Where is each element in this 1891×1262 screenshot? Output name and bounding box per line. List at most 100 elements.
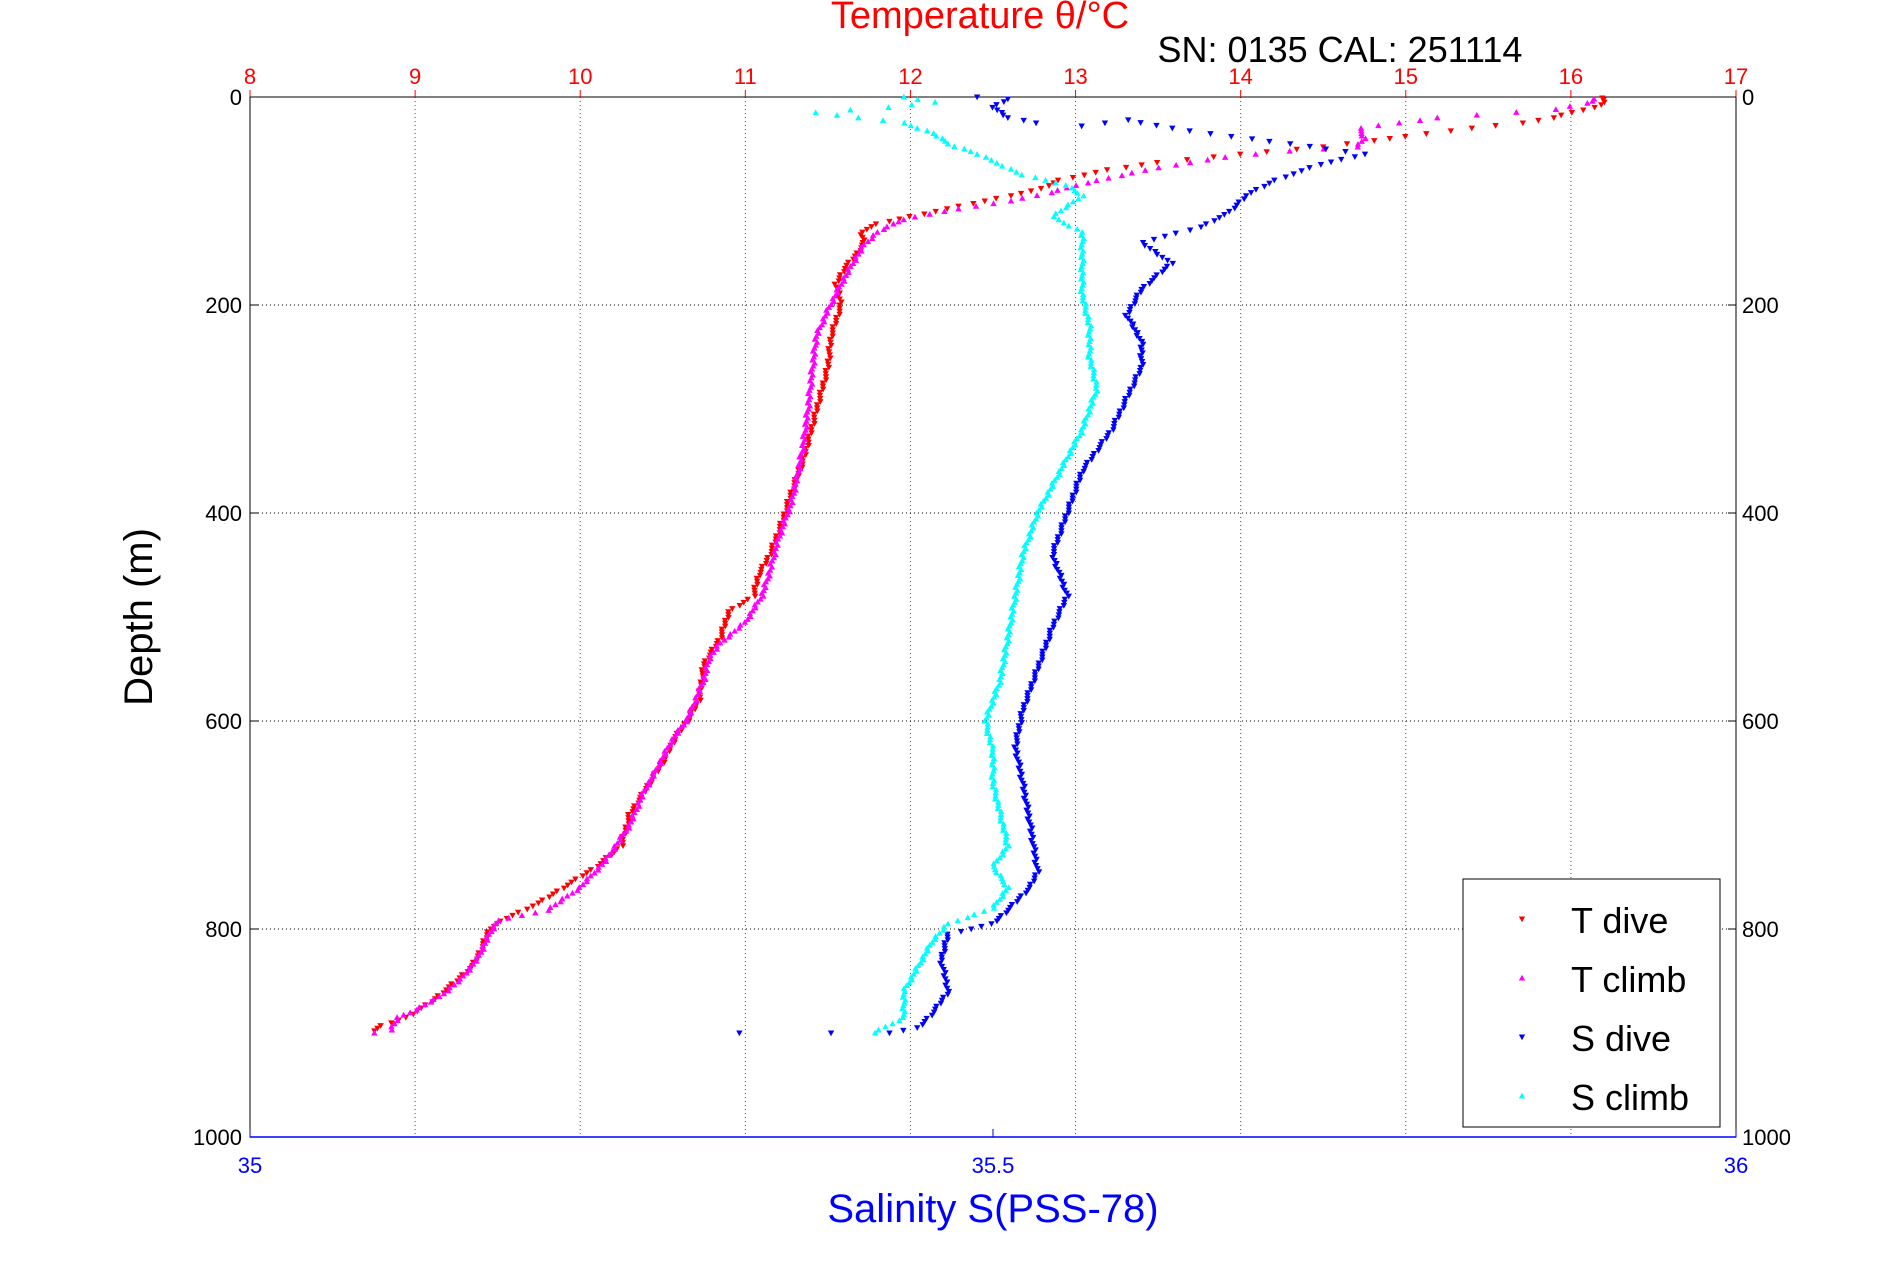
data-point — [1092, 385, 1100, 391]
data-point — [374, 1025, 381, 1032]
temperature-tick-label: 17 — [1724, 64, 1748, 89]
data-point — [718, 626, 726, 633]
data-point — [1151, 275, 1158, 282]
data-point — [942, 970, 949, 976]
data-point — [1090, 372, 1097, 379]
data-point — [917, 959, 925, 966]
data-point — [1050, 213, 1058, 220]
data-point — [746, 610, 754, 617]
data-point — [547, 904, 554, 910]
data-point — [989, 780, 997, 786]
data-point — [1006, 622, 1013, 629]
data-point — [810, 411, 818, 418]
data-point — [749, 607, 756, 614]
data-point — [1014, 741, 1021, 748]
data-point — [770, 548, 778, 555]
data-point — [822, 371, 829, 377]
temperature-tick-label: 13 — [1063, 64, 1087, 89]
data-point — [1027, 838, 1035, 844]
data-point — [737, 621, 744, 628]
data-point — [1078, 250, 1086, 257]
data-point — [1079, 282, 1086, 288]
data-point — [1079, 294, 1087, 301]
data-point — [907, 122, 914, 129]
data-point — [914, 96, 921, 103]
data-point — [938, 963, 946, 970]
data-point — [984, 724, 991, 730]
data-point — [995, 682, 1003, 688]
data-point — [1050, 546, 1058, 552]
data-point — [993, 857, 1000, 864]
data-point — [941, 943, 948, 949]
data-point — [1155, 164, 1162, 171]
data-point — [1090, 369, 1098, 376]
data-point — [836, 272, 844, 279]
data-point — [450, 981, 458, 988]
data-point — [1039, 651, 1046, 658]
data-point — [1568, 110, 1576, 116]
data-point — [872, 221, 880, 228]
data-point — [1004, 115, 1012, 121]
data-point — [1076, 471, 1084, 478]
data-point — [997, 667, 1004, 674]
data-point — [852, 253, 859, 260]
data-point — [886, 218, 893, 225]
data-point — [400, 1011, 407, 1018]
data-point — [1110, 424, 1118, 430]
data-point — [751, 601, 759, 608]
data-point — [1080, 257, 1087, 263]
data-point — [992, 195, 1000, 202]
data-point — [989, 742, 997, 749]
data-point — [1078, 285, 1085, 291]
data-point — [1110, 427, 1117, 433]
data-point — [997, 872, 1005, 879]
data-point — [1020, 705, 1027, 711]
data-point — [816, 324, 823, 331]
data-point — [700, 673, 707, 679]
data-point — [1142, 167, 1149, 173]
data-point — [1024, 816, 1031, 823]
data-point — [583, 870, 591, 877]
data-point — [1060, 581, 1068, 588]
data-point — [646, 781, 653, 788]
data-point — [377, 1023, 384, 1029]
chart-title: Temperature θ/°C — [831, 0, 1129, 37]
data-point — [611, 843, 618, 849]
data-point — [687, 709, 695, 716]
data-point — [559, 895, 566, 902]
data-point — [630, 806, 637, 813]
y-axis-label: Depth (m) — [117, 528, 161, 706]
data-point — [1003, 634, 1011, 641]
data-point — [718, 629, 726, 636]
data-point — [1051, 618, 1058, 625]
data-point — [990, 699, 997, 706]
data-point — [1014, 587, 1021, 593]
data-point — [988, 156, 995, 163]
data-point — [1131, 301, 1139, 308]
data-point — [860, 241, 867, 248]
data-point — [776, 532, 784, 539]
data-point — [579, 873, 587, 880]
data-point — [702, 670, 709, 677]
data-point — [1012, 584, 1019, 590]
data-point — [902, 996, 909, 1003]
data-point — [832, 321, 840, 327]
data-point — [1018, 551, 1025, 558]
legend-label: S dive — [1571, 1018, 1671, 1059]
data-point — [809, 371, 816, 378]
data-point — [912, 965, 919, 971]
data-point — [1136, 335, 1143, 342]
data-point — [1077, 232, 1085, 238]
data-point — [718, 632, 726, 639]
data-point — [829, 327, 836, 334]
data-point — [1025, 819, 1033, 826]
data-point — [629, 812, 636, 819]
data-point — [1028, 825, 1036, 832]
data-point — [1447, 128, 1455, 135]
data-point — [1075, 195, 1082, 202]
data-point — [1013, 732, 1020, 739]
data-point — [1122, 396, 1129, 402]
legend-marker — [1518, 1034, 1526, 1041]
data-point — [766, 572, 773, 579]
data-point — [1153, 159, 1161, 166]
